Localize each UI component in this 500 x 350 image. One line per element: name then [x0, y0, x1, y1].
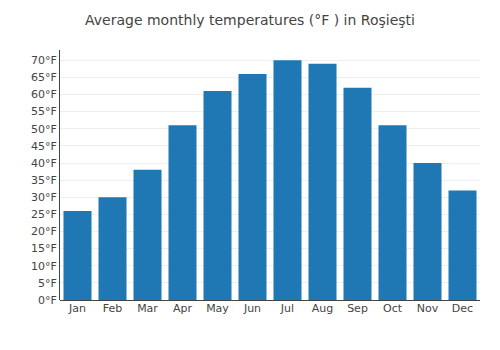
svg-text:Jul: Jul: [280, 302, 294, 315]
svg-text:50°F: 50°F: [31, 123, 57, 136]
svg-text:Aug: Aug: [312, 302, 333, 315]
svg-text:25°F: 25°F: [31, 208, 57, 221]
svg-text:Sep: Sep: [347, 302, 368, 315]
svg-text:0°F: 0°F: [38, 294, 57, 307]
svg-text:Average monthly temperatures (: Average monthly temperatures (°F ) in Ro…: [85, 12, 415, 28]
svg-text:60°F: 60°F: [31, 88, 57, 101]
svg-text:65°F: 65°F: [31, 71, 57, 84]
svg-text:15°F: 15°F: [31, 242, 57, 255]
svg-text:70°F: 70°F: [31, 54, 57, 67]
svg-text:20°F: 20°F: [31, 225, 57, 238]
svg-text:5°F: 5°F: [38, 277, 57, 290]
svg-text:Jan: Jan: [68, 302, 86, 315]
svg-text:Mar: Mar: [137, 302, 158, 315]
svg-text:40°F: 40°F: [31, 157, 57, 170]
svg-text:35°F: 35°F: [31, 174, 57, 187]
svg-text:Nov: Nov: [417, 302, 439, 315]
svg-text:May: May: [206, 302, 229, 315]
svg-text:Jun: Jun: [243, 302, 261, 315]
svg-text:45°F: 45°F: [31, 140, 57, 153]
svg-text:55°F: 55°F: [31, 105, 57, 118]
svg-text:30°F: 30°F: [31, 191, 57, 204]
svg-text:Feb: Feb: [103, 302, 122, 315]
svg-text:10°F: 10°F: [31, 260, 57, 273]
svg-text:Apr: Apr: [173, 302, 193, 315]
svg-text:Oct: Oct: [383, 302, 403, 315]
svg-text:Dec: Dec: [452, 302, 473, 315]
